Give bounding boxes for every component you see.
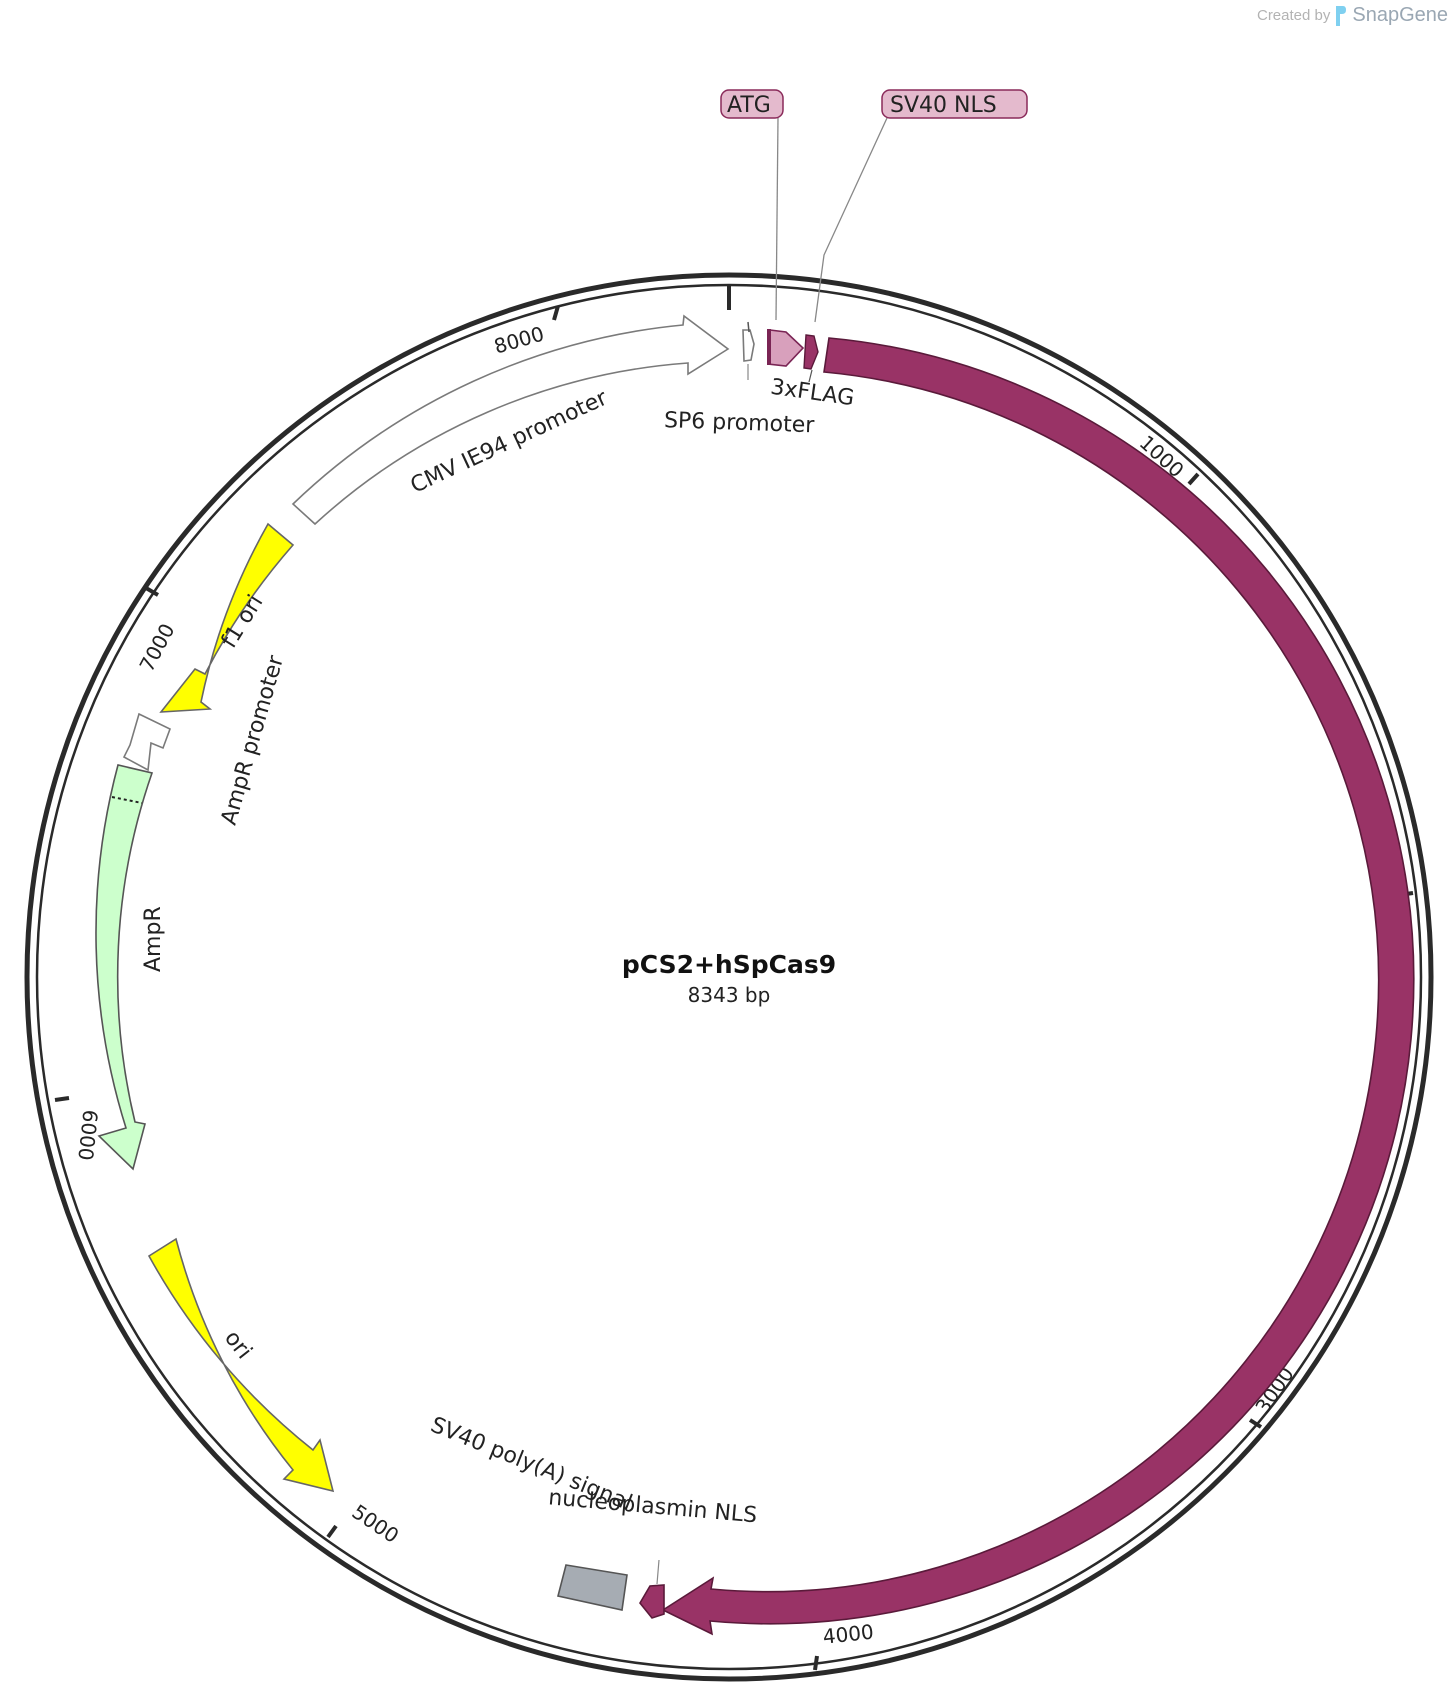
ampr-dotted-divider — [111, 796, 143, 804]
label-cas9: Cas9 — [1346, 1003, 1371, 1057]
flag-leader-line — [808, 369, 813, 383]
label-3xflag: 3xFLAG — [769, 375, 856, 411]
feature-3xflag[interactable] — [767, 329, 771, 365]
credit-brand: SnapGene — [1352, 4, 1448, 26]
atg-callout-text: ATG — [727, 93, 771, 118]
tick-mark-8000 — [552, 305, 560, 321]
feature-cas9[interactable] — [661, 337, 1415, 1636]
feature-sp6-promoter[interactable] — [742, 329, 755, 362]
feature-ampr-promoter[interactable] — [122, 712, 172, 772]
credit-prefix: Created by — [1256, 7, 1331, 24]
feature-nucleoplasmin-nls[interactable] — [639, 1584, 665, 1619]
tick-mark-5000 — [326, 1524, 338, 1539]
feature-cmv-promoter[interactable] — [291, 314, 730, 526]
label-sv40-polya: SV40 poly(A) signal — [427, 1413, 636, 1517]
atg-callout-box — [720, 89, 784, 119]
tick-mark-7000 — [144, 586, 160, 597]
sv40-nls-callout-box — [881, 89, 1028, 119]
tick-label-7000: 7000 — [134, 619, 179, 675]
tick-mark-1000 — [1187, 472, 1200, 486]
feature-ori[interactable] — [147, 1237, 335, 1493]
tick-mark-3000 — [1248, 1418, 1263, 1429]
sp6-tick-upper — [747, 321, 750, 333]
tick-label-4000: 4000 — [822, 1620, 875, 1649]
atg-leader-line — [775, 117, 779, 321]
snapgene-credit: Created by SnapGene — [1257, 4, 1448, 27]
callout-atg[interactable]: ATG — [720, 89, 784, 321]
callout-sv40-nls[interactable]: SV40 NLS — [814, 89, 1028, 323]
npnls-leader-line — [656, 1559, 660, 1585]
label-sp6-promoter: SP6 promoter — [664, 408, 816, 438]
feature-sv40-nls[interactable] — [803, 334, 819, 370]
label-ampr: AmpR — [141, 906, 166, 972]
feature-sv40-polya[interactable] — [557, 1564, 628, 1611]
tick-label-6000: 6000 — [73, 1109, 102, 1162]
backbone-outer-ring — [24, 272, 1434, 1682]
label-ampr-promoter: AmpR promoter — [217, 652, 289, 828]
feature-atg[interactable] — [767, 329, 805, 367]
sv40-nls-callout-text: SV40 NLS — [890, 93, 997, 118]
tick-mark-4000 — [813, 1655, 819, 1671]
tick-label-8000: 8000 — [491, 322, 547, 359]
snapgene-logo-icon — [1336, 5, 1347, 26]
plasmid-size: 8343 bp — [688, 983, 771, 1007]
label-ori: ori — [219, 1326, 256, 1364]
plasmid-name: pCS2+hSpCas9 — [622, 950, 836, 979]
feature-f1-ori[interactable] — [159, 522, 295, 713]
feature-ampr[interactable] — [95, 764, 154, 1171]
sv40-nls-leader-line — [814, 117, 888, 323]
tick-label-5000: 5000 — [348, 1500, 404, 1548]
tick-mark-6000 — [54, 1096, 70, 1102]
